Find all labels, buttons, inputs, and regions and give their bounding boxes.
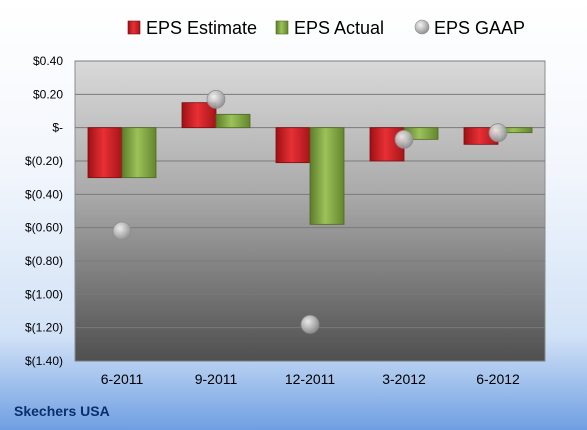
- eps-gaap-point: [112, 221, 132, 241]
- legend-label: EPS GAAP: [434, 18, 525, 38]
- eps-actual-bar: [309, 127, 345, 225]
- y-tick-label: $0.40: [33, 54, 63, 68]
- y-tick-label: $(0.80): [25, 254, 63, 268]
- company-name: Skechers USA: [14, 403, 110, 419]
- x-tick-label: 6-2012: [476, 371, 520, 387]
- eps-estimate-bar: [87, 127, 123, 179]
- x-tick-label: 9-2011: [195, 371, 238, 387]
- x-axis: 6-2011 9-2011 12-2011 3-2012 6-2012: [101, 371, 520, 387]
- x-tick-label: 12-2011: [285, 371, 336, 387]
- y-tick-label: $(0.20): [25, 154, 63, 168]
- legend-marker-eps-actual: [275, 20, 289, 35]
- x-tick-label: 6-2011: [101, 371, 144, 387]
- eps-estimate-bar: [275, 127, 311, 164]
- y-tick-label: $(1.00): [25, 287, 63, 301]
- y-tick-label: $(1.20): [25, 321, 63, 335]
- eps-gaap-point: [206, 89, 226, 109]
- eps-gaap-point: [394, 129, 414, 149]
- eps-gaap-point: [488, 123, 508, 143]
- eps-actual-bar: [215, 113, 251, 129]
- y-tick-label: $0.20: [33, 87, 63, 101]
- eps-estimate-bar: [181, 102, 217, 129]
- legend: EPS Estimate EPS Actual EPS GAAP: [127, 18, 525, 38]
- x-tick-label: 3-2012: [382, 371, 426, 387]
- legend-marker-eps-estimate: [127, 20, 141, 35]
- y-tick-label: $(0.40): [25, 187, 63, 201]
- bars: [87, 102, 533, 225]
- legend-label: EPS Estimate: [146, 18, 257, 38]
- y-tick-label: $(0.60): [25, 221, 63, 235]
- gaap-points: [112, 89, 508, 334]
- eps-gaap-point: [300, 314, 320, 334]
- y-axis: $0.40 $0.20 $- $(0.20) $(0.40) $(0.60) $(0.80)…: [25, 54, 63, 368]
- eps-actual-bar: [121, 127, 157, 179]
- legend-marker-eps-gaap: [414, 19, 430, 35]
- legend-label: EPS Actual: [294, 18, 384, 38]
- y-tick-label: $(1.40): [25, 354, 63, 368]
- y-tick-label: $-: [52, 121, 63, 135]
